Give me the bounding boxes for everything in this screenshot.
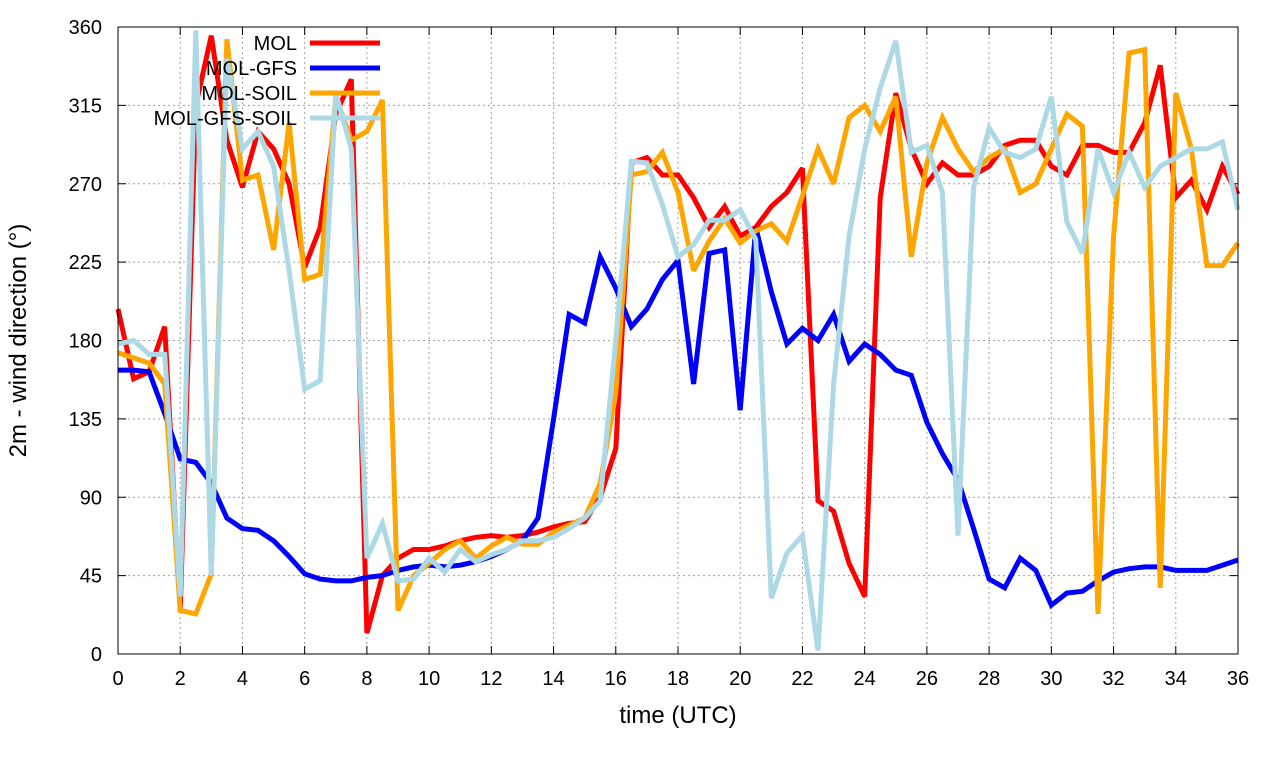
x-tick-label: 30 xyxy=(1040,668,1062,690)
x-tick-label: 34 xyxy=(1165,668,1187,690)
x-tick-label: 14 xyxy=(542,668,564,690)
series-line-mol-soil xyxy=(117,38,1241,617)
legend-label: MOL xyxy=(254,33,297,55)
y-tick-label: 225 xyxy=(69,252,102,274)
y-tick-label: 315 xyxy=(69,95,102,117)
series-layer xyxy=(115,30,1241,651)
y-tick-label: 0 xyxy=(91,644,102,666)
x-tick-label: 24 xyxy=(854,668,876,690)
x-tick-label: 18 xyxy=(667,668,689,690)
legend-label: MOL-GFS-SOIL xyxy=(154,108,297,130)
tick-labels: 0 2 4 6 8 10 12 14 16 18 20 22 24 26 28 30 32 34 360459013… xyxy=(69,17,1250,690)
x-tick-label: 2 xyxy=(175,668,186,690)
x-tick-label: 6 xyxy=(299,668,310,690)
x-tick-label: 16 xyxy=(605,668,627,690)
y-tick-label: 360 xyxy=(69,17,102,39)
x-tick-label: 32 xyxy=(1102,668,1124,690)
y-tick-label: 180 xyxy=(69,331,102,353)
legend: MOL MOL-GFS MOL-SOIL MOL-GFS-SOIL xyxy=(154,33,380,130)
x-tick-label: 10 xyxy=(418,668,440,690)
x-tick-label: 22 xyxy=(791,668,813,690)
x-tick-label: 26 xyxy=(916,668,938,690)
x-axis-title: time (UTC) xyxy=(619,702,736,729)
x-tick-label: 4 xyxy=(237,668,248,690)
y-tick-label: 135 xyxy=(69,409,102,431)
legend-label: MOL-SOIL xyxy=(201,83,297,105)
plot-frame xyxy=(117,26,1239,655)
y-axis-title: 2m - wind direction (°) xyxy=(5,224,32,458)
x-tick-label: 8 xyxy=(361,668,372,690)
y-tick-label: 270 xyxy=(69,174,102,196)
x-tick-label: 36 xyxy=(1227,668,1249,690)
y-tick-label: 45 xyxy=(80,566,102,588)
x-tick-label: 20 xyxy=(729,668,751,690)
x-tick-label: 28 xyxy=(978,668,1000,690)
series-line-mol-gfs-soil xyxy=(117,30,1241,651)
legend-label: MOL-GFS xyxy=(206,58,297,80)
y-tick-label: 90 xyxy=(80,487,102,509)
x-tick-label: 0 xyxy=(112,668,123,690)
series-line-mol-gfs xyxy=(118,226,1239,610)
x-tick-label: 12 xyxy=(480,668,502,690)
